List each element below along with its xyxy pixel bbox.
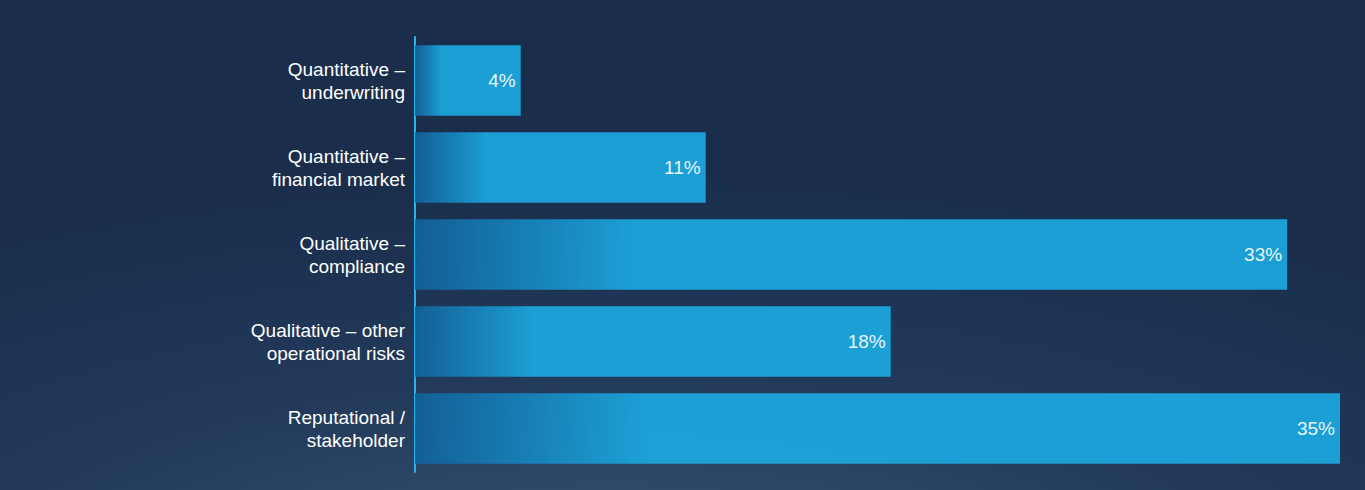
svg-text:11%: 11%: [664, 157, 701, 178]
svg-text:Quantitative –: Quantitative –: [288, 146, 406, 167]
svg-text:Qualitative –: Qualitative –: [299, 233, 405, 254]
svg-text:4%: 4%: [488, 70, 516, 91]
svg-text:Qualitative – other: Qualitative – other: [251, 320, 406, 341]
svg-text:Reputational /: Reputational /: [288, 407, 406, 428]
svg-text:35%: 35%: [1297, 418, 1335, 439]
svg-text:33%: 33%: [1244, 244, 1282, 265]
svg-text:operational risks: operational risks: [267, 343, 405, 364]
svg-text:financial market: financial market: [272, 169, 406, 190]
svg-text:underwriting: underwriting: [302, 82, 406, 103]
svg-text:18%: 18%: [848, 331, 886, 352]
svg-text:stakeholder: stakeholder: [307, 430, 406, 451]
svg-text:compliance: compliance: [309, 256, 405, 277]
svg-text:Quantitative –: Quantitative –: [288, 59, 406, 80]
